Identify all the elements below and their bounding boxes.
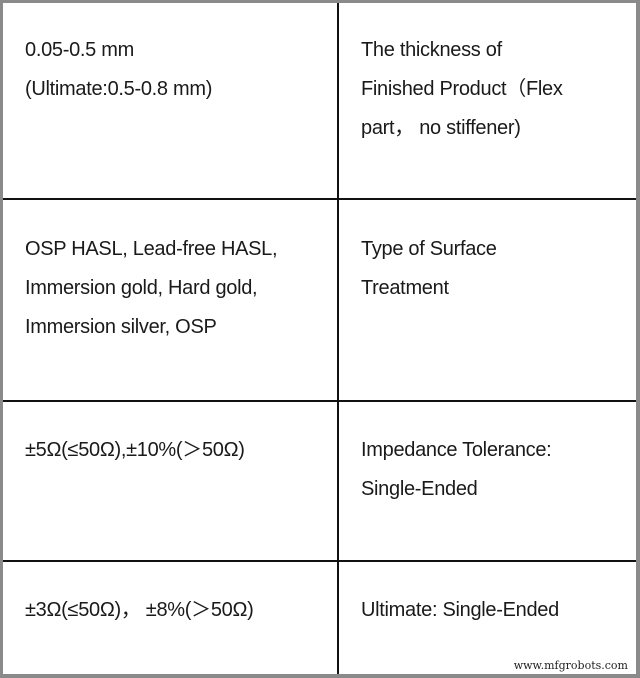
watermark: www.mfgrobots.com — [513, 659, 628, 672]
parameter-cell-surface-treatment: Type of Surface Treatment — [361, 238, 497, 299]
column-divider — [337, 3, 339, 674]
value-cell-ultimate: ±3Ω(≤50Ω)， ±8%(＞50Ω) — [25, 599, 254, 621]
row-divider — [3, 400, 636, 402]
row-divider — [3, 560, 636, 562]
value-cell-surface-treatment: OSP HASL, Lead-free HASL, Immersion gold… — [25, 238, 278, 338]
value-cell-thickness: 0.05-0.5 mm (Ultimate:0.5-0.8 mm) — [25, 39, 213, 100]
row-divider — [3, 198, 636, 200]
parameter-cell-impedance: Impedance Tolerance: Single-Ended — [361, 439, 552, 500]
spec-table: 0.05-0.5 mm (Ultimate:0.5-0.8 mm) The th… — [3, 3, 636, 674]
parameter-cell-ultimate: Ultimate: Single-Ended — [361, 599, 559, 621]
parameter-cell-thickness: The thickness of Finished Product（Flex p… — [361, 39, 563, 139]
value-cell-impedance: ±5Ω(≤50Ω),±10%(＞50Ω) — [25, 439, 245, 461]
